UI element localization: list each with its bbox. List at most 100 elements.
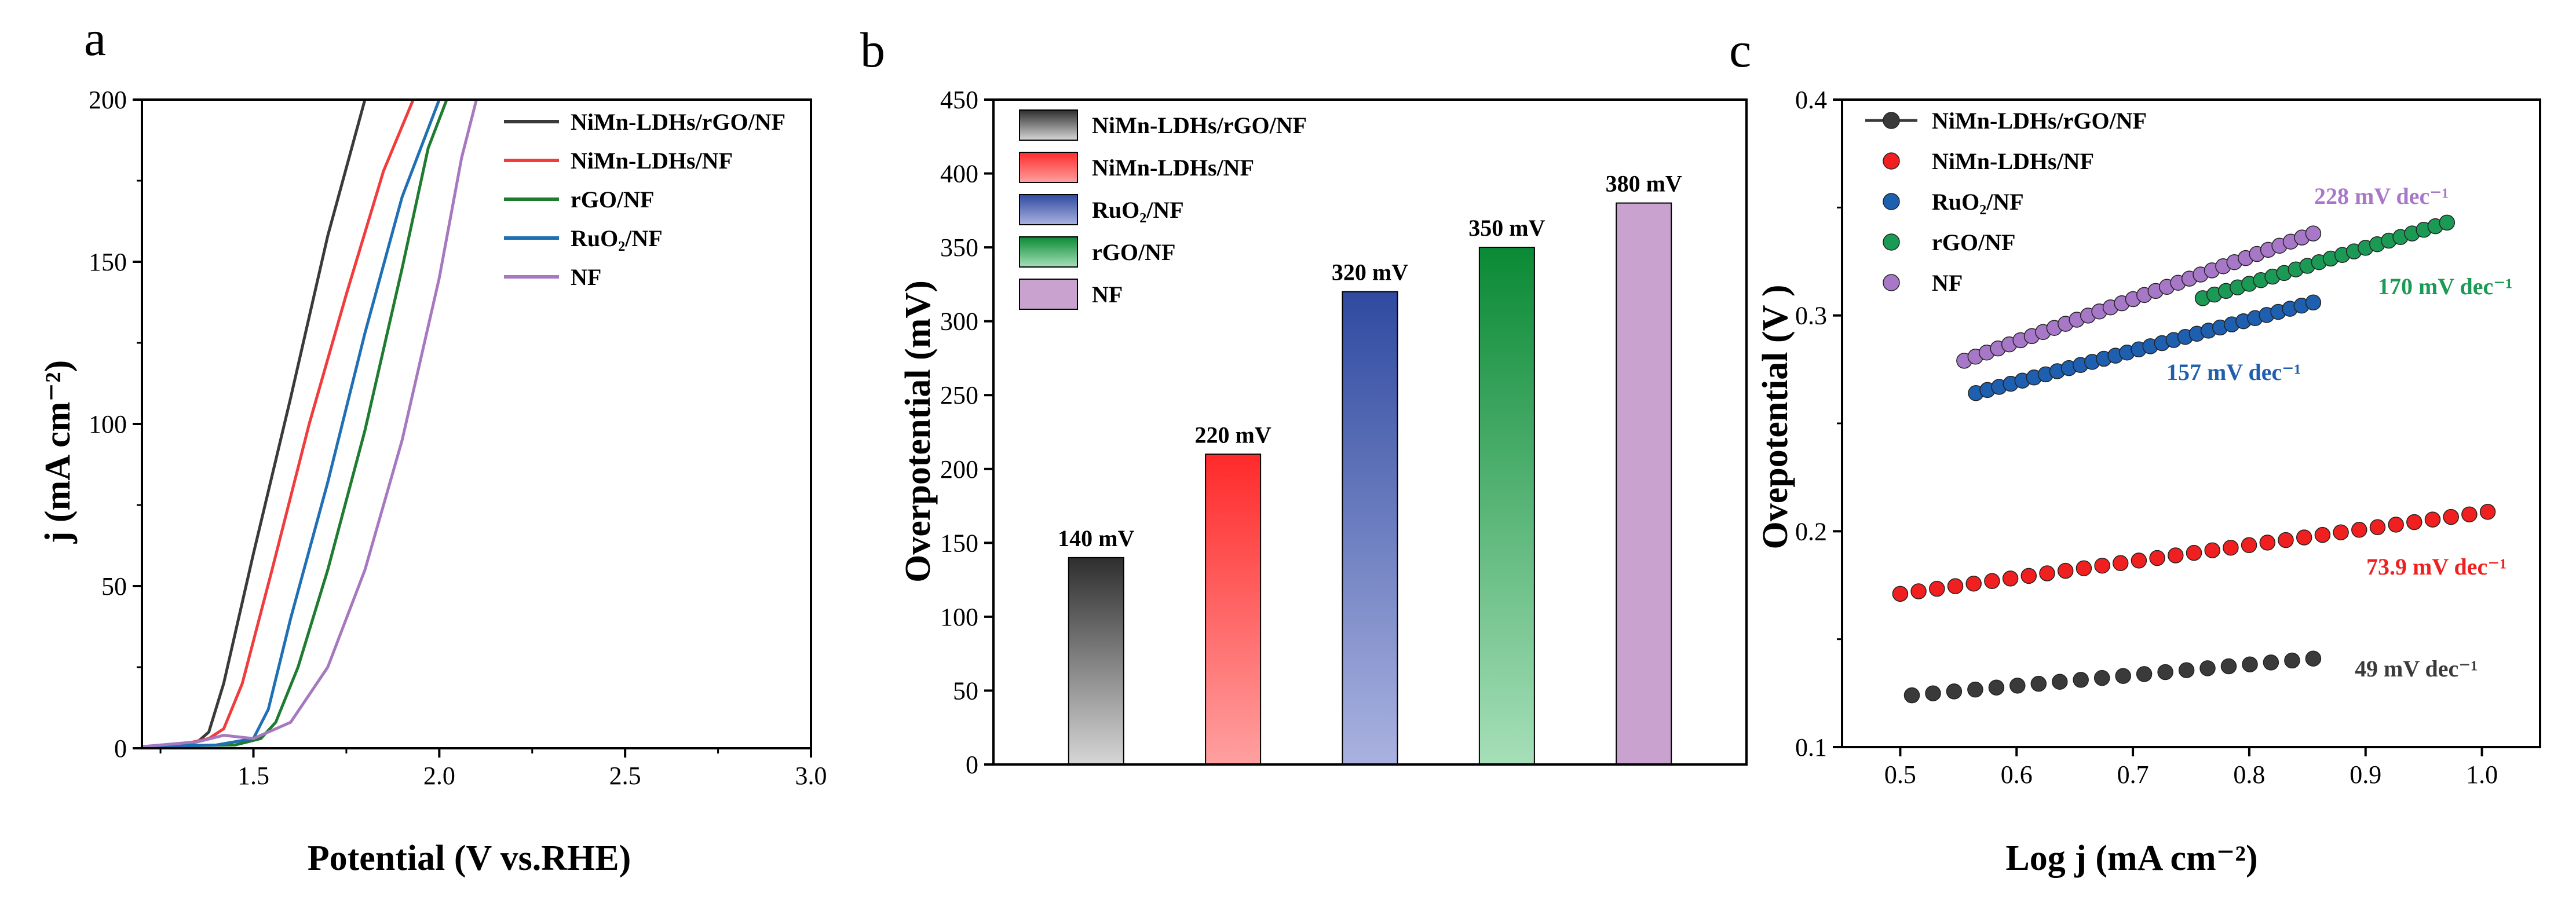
series-line-2: [142, 100, 448, 748]
y-tick-label-0: 0: [966, 751, 978, 779]
y-tick-label-2: 0.3: [1795, 302, 1827, 330]
legend-label-1: NiMn-LDHs/NF: [571, 148, 733, 174]
y-tick-label-9: 450: [940, 86, 978, 114]
x-tick-label-2: 2.5: [609, 762, 641, 790]
data-point: [1967, 681, 1983, 698]
tafel-series-3: [2194, 214, 2456, 306]
x-tick-label-4: 0.9: [2350, 760, 2381, 789]
x-tick-label-0: 1.5: [237, 762, 269, 790]
data-point: [1892, 586, 1909, 602]
data-point: [2136, 666, 2153, 682]
legend-label-2: RuO₂/NF: [1932, 189, 2024, 215]
legend-swatch-2: [1019, 194, 1078, 225]
data-point: [2076, 560, 2092, 576]
panel-a-ylabel: j (mA cm⁻²): [38, 360, 78, 544]
tafel-slope-label-1: 73.9 mV dec⁻¹: [2366, 554, 2506, 580]
series-line-1: [142, 100, 415, 748]
data-point: [2204, 542, 2220, 558]
data-point: [2149, 550, 2165, 566]
data-point: [2241, 537, 2257, 554]
data-point: [1925, 685, 1941, 701]
bar-0: [1068, 557, 1124, 765]
x-tick-label-5: 1.0: [2466, 760, 2498, 789]
bar-3: [1478, 247, 1535, 766]
legend-label-2: rGO/NF: [571, 186, 654, 213]
tafel-slope-label-2: 157 mV dec⁻¹: [2166, 359, 2301, 385]
bar-data-label-1: 220 mV: [1195, 422, 1271, 448]
y-tick-label-7: 350: [940, 233, 978, 262]
data-point: [2305, 294, 2322, 311]
data-point: [2057, 562, 2074, 579]
y-tick-label-5: 250: [940, 381, 978, 409]
data-point: [2199, 660, 2216, 676]
y-tick-label-0: 0.1: [1795, 733, 1827, 762]
data-point: [1903, 687, 1920, 704]
x-tick-label-3: 0.8: [2233, 760, 2265, 789]
legend-label-0: NiMn-LDHs/rGO/NF: [1932, 108, 2147, 134]
panel-label-a: a: [84, 10, 106, 66]
legend-marker-1: [1883, 152, 1900, 170]
legend-label-4: NF: [1092, 281, 1123, 308]
legend-swatch-1: [1019, 152, 1078, 183]
x-tick-label-2: 0.7: [2117, 760, 2149, 789]
legend-marker-4: [1883, 274, 1900, 291]
data-point: [2093, 669, 2110, 686]
y-tick-label-4: 200: [940, 455, 978, 484]
series-line-3: [142, 100, 441, 748]
data-point: [2479, 504, 2496, 520]
legend-label-4: NF: [571, 264, 601, 290]
tafel-slope-label-0: 49 mV dec⁻¹: [2355, 656, 2478, 682]
data-point: [2115, 668, 2131, 684]
x-tick-label-1: 0.6: [2001, 760, 2033, 789]
panel-label-b: b: [860, 22, 885, 78]
y-tick-label-3: 150: [940, 529, 978, 557]
legend-marker-0: [1883, 112, 1900, 129]
data-point: [2424, 511, 2441, 528]
y-tick-label-3: 150: [89, 248, 127, 276]
data-point: [2020, 568, 2037, 584]
panel-c-tafel-chart: c 49 mV dec⁻¹ 73.9 mV dec⁻¹ 157 mV dec⁻¹ 17…: [1729, 22, 2541, 878]
panel-c-ylabel: Ovepotential (V ): [1756, 285, 1795, 550]
y-tick-label-2: 100: [940, 603, 978, 631]
legend-label-1: NiMn-LDHs/NF: [1932, 148, 2094, 174]
data-point: [1910, 583, 1927, 599]
y-tick-label-2: 100: [89, 410, 127, 438]
data-point: [2052, 674, 2068, 690]
data-point: [1988, 679, 2005, 696]
panel-label-c: c: [1729, 22, 1751, 78]
data-point: [2223, 539, 2239, 556]
legend-label-3: RuO₂/NF: [571, 225, 663, 251]
data-point: [2259, 535, 2276, 551]
bar-2: [1342, 291, 1398, 765]
panel-a-xlabel: Potential (V vs.RHE): [308, 839, 631, 878]
y-tick-label-4: 200: [89, 86, 127, 114]
data-point: [2242, 656, 2258, 672]
data-point: [2296, 529, 2312, 546]
data-point: [1984, 573, 2000, 590]
bar-data-label-4: 380 mV: [1606, 171, 1682, 197]
data-point: [1946, 683, 1963, 700]
data-point: [2461, 506, 2478, 522]
y-tick-label-6: 300: [940, 308, 978, 336]
legend-label-3: rGO/NF: [1932, 229, 2015, 255]
data-point: [2388, 517, 2404, 533]
tafel-slope-label-3: 170 mV dec⁻¹: [2378, 273, 2512, 299]
panel-a-plot-frame: [141, 98, 812, 749]
data-point: [2439, 214, 2456, 231]
data-point: [2351, 522, 2367, 538]
data-point: [2178, 662, 2195, 678]
data-point: [2406, 514, 2422, 531]
y-tick-label-1: 0.2: [1795, 517, 1827, 546]
data-point: [2131, 553, 2147, 569]
legend-swatch-3: [1019, 236, 1078, 268]
data-point: [2369, 519, 2386, 536]
legend-label-0: NiMn-LDHs/rGO/NF: [1092, 112, 1307, 138]
panel-a-line-chart: a 1.5 2.0 2.5 3.0 0 50 100 150 200 NiMn-LDHs/rGO/…: [38, 10, 827, 878]
data-point: [2263, 654, 2279, 671]
data-point: [2073, 672, 2089, 688]
data-point: [2030, 675, 2047, 692]
panel-b-plot-frame: [992, 98, 1748, 766]
data-point: [2168, 547, 2184, 564]
data-point: [2305, 225, 2322, 242]
